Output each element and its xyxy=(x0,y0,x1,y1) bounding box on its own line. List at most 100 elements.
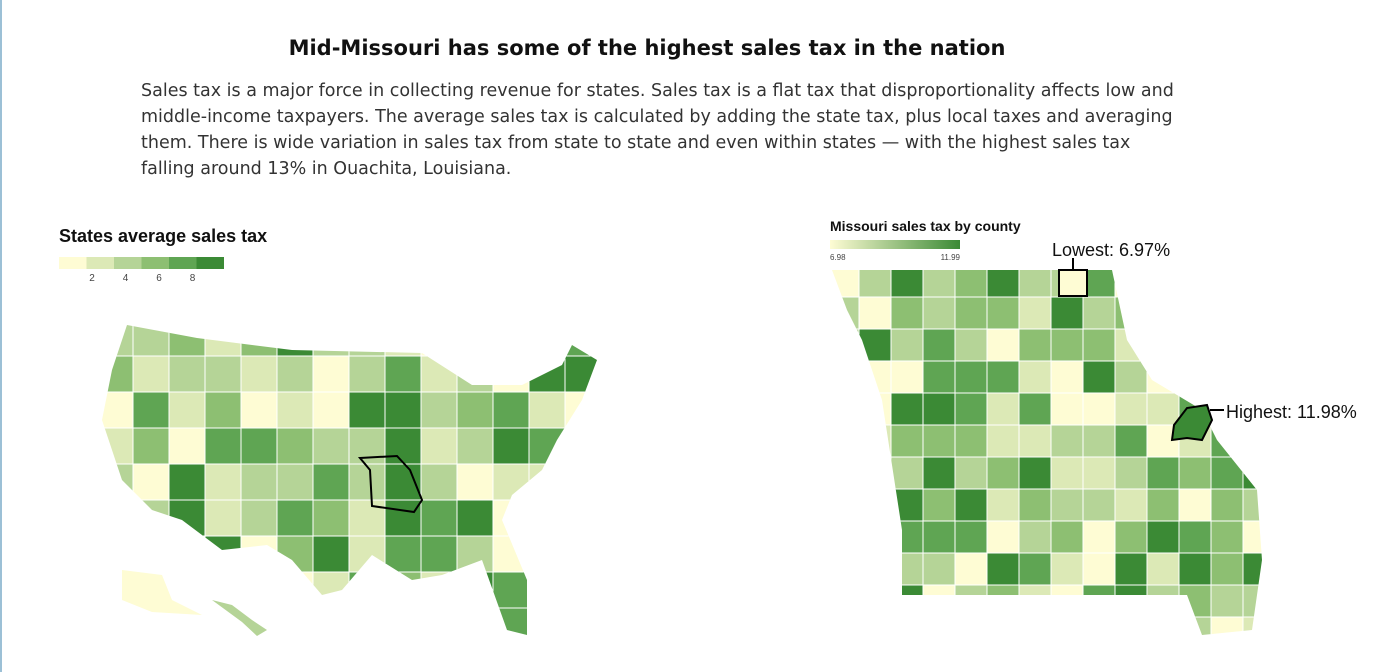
region xyxy=(456,535,494,573)
region xyxy=(1018,296,1052,330)
region xyxy=(240,391,278,429)
region xyxy=(564,355,597,393)
region xyxy=(132,607,170,635)
region xyxy=(1050,296,1084,330)
region xyxy=(102,607,134,635)
region xyxy=(832,456,860,490)
region xyxy=(1146,392,1180,426)
region xyxy=(132,391,170,429)
region xyxy=(922,270,956,298)
region xyxy=(384,607,422,635)
region xyxy=(1242,520,1262,554)
region xyxy=(492,571,530,609)
region xyxy=(986,296,1020,330)
region xyxy=(420,463,458,501)
region xyxy=(204,535,242,573)
region xyxy=(132,535,170,573)
region xyxy=(1050,360,1084,394)
region xyxy=(420,325,458,357)
region xyxy=(922,328,956,362)
region xyxy=(240,571,278,609)
region xyxy=(832,552,860,586)
region xyxy=(1242,456,1262,490)
region xyxy=(1082,456,1116,490)
region xyxy=(348,355,386,393)
region xyxy=(276,325,314,357)
missouri-map xyxy=(832,270,1262,635)
region xyxy=(1114,520,1148,554)
region xyxy=(832,296,860,330)
region xyxy=(890,328,924,362)
region xyxy=(858,488,892,522)
region xyxy=(1082,296,1116,330)
region xyxy=(922,456,956,490)
region xyxy=(312,427,350,465)
region xyxy=(890,392,924,426)
region xyxy=(986,488,1020,522)
region xyxy=(1210,360,1244,394)
region xyxy=(204,391,242,429)
region xyxy=(564,463,597,501)
region xyxy=(1210,328,1244,362)
region xyxy=(168,391,206,429)
region xyxy=(276,571,314,609)
region xyxy=(1114,456,1148,490)
region xyxy=(1082,584,1116,618)
region xyxy=(168,499,206,537)
legend-swatch xyxy=(114,257,142,269)
region xyxy=(1018,270,1052,298)
legend-tick: 4 xyxy=(123,273,129,284)
region xyxy=(601,320,637,356)
region xyxy=(456,391,494,429)
region xyxy=(564,499,597,537)
region xyxy=(986,456,1020,490)
region xyxy=(1178,584,1212,618)
region xyxy=(954,488,988,522)
region xyxy=(922,424,956,458)
region xyxy=(1050,424,1084,458)
region xyxy=(528,355,566,393)
region xyxy=(564,427,597,465)
region xyxy=(954,392,988,426)
region xyxy=(1018,328,1052,362)
region xyxy=(384,355,422,393)
region xyxy=(1114,296,1148,330)
region xyxy=(1114,270,1148,298)
region xyxy=(832,270,860,298)
region xyxy=(922,520,956,554)
region xyxy=(986,520,1020,554)
region xyxy=(922,552,956,586)
region xyxy=(1146,584,1180,618)
region xyxy=(922,584,956,618)
legend-min: 6.98 xyxy=(830,253,846,262)
region xyxy=(168,427,206,465)
region xyxy=(922,488,956,522)
region xyxy=(276,499,314,537)
region xyxy=(420,355,458,393)
region xyxy=(456,325,494,357)
region xyxy=(276,535,314,573)
region xyxy=(1210,520,1244,554)
legend-swatch xyxy=(141,257,169,269)
region xyxy=(1082,328,1116,362)
region xyxy=(986,584,1020,618)
map-title: States average sales tax xyxy=(59,226,267,246)
region xyxy=(1210,552,1244,586)
highest-county xyxy=(1170,403,1214,442)
region xyxy=(204,499,242,537)
region xyxy=(102,535,134,573)
region xyxy=(922,296,956,330)
map-title: Missouri sales tax by county xyxy=(830,218,1021,234)
region xyxy=(420,571,458,609)
region xyxy=(832,392,860,426)
page-title: Mid-Missouri has some of the highest sal… xyxy=(288,36,1006,60)
region xyxy=(240,325,278,357)
region xyxy=(1242,488,1262,522)
region xyxy=(858,552,892,586)
region xyxy=(348,325,386,357)
region xyxy=(1210,296,1244,330)
region xyxy=(102,325,134,357)
region xyxy=(204,355,242,393)
